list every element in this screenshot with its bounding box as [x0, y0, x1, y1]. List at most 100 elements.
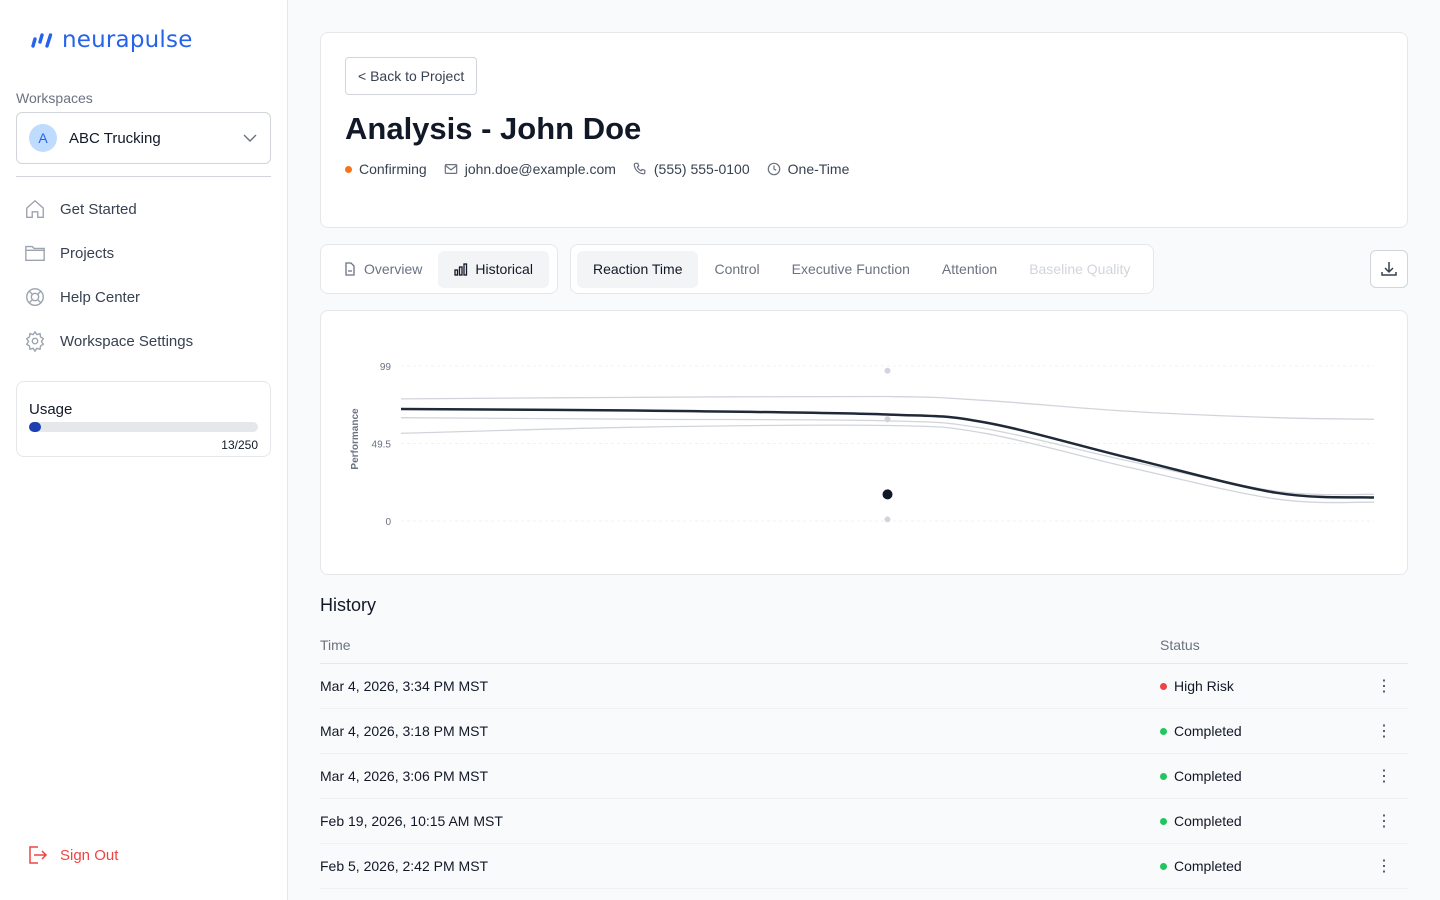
sidebar-item-get-started[interactable]: Get Started: [16, 187, 271, 231]
chart-series: [400, 395, 1375, 504]
column-time: Time: [320, 637, 351, 653]
phone-value: (555) 555-0100: [653, 161, 750, 177]
logo[interactable]: neurapulse: [30, 27, 193, 53]
data-point[interactable]: [884, 416, 891, 423]
status-label: Completed: [1174, 768, 1242, 784]
more-vertical-icon: ⋮: [1376, 678, 1392, 695]
usage-title: Usage: [29, 401, 73, 418]
page-title: Analysis - John Doe: [345, 111, 642, 146]
table-row[interactable]: Feb 19, 2026, 10:15 AM MST Completed ⋮: [320, 799, 1408, 844]
sidebar-item-projects[interactable]: Projects: [16, 231, 271, 275]
sidebar-item-label: Workspace Settings: [60, 332, 194, 350]
tab-overview[interactable]: Overview: [327, 251, 438, 288]
row-status: High Risk: [1160, 678, 1360, 694]
series-main: [400, 407, 1375, 499]
email: john.doe@example.com: [444, 161, 616, 177]
sidebar-nav: Get Started Projects Help Center Workspa…: [16, 187, 271, 363]
tab-executive-function[interactable]: Executive Function: [791, 261, 910, 277]
status-dot-icon: [1160, 817, 1167, 825]
more-vertical-icon: ⋮: [1376, 723, 1392, 740]
y-tick: 99: [380, 362, 392, 373]
view-tabs: Overview Historical: [320, 244, 558, 294]
row-time: Mar 4, 2026, 3:34 PM MST: [320, 678, 489, 694]
line-chart: 0 49.5 99 Performance: [350, 362, 1375, 528]
row-time: Mar 4, 2026, 3:06 PM MST: [320, 768, 489, 784]
data-point[interactable]: [884, 516, 891, 523]
table-row[interactable]: Mar 4, 2026, 3:06 PM MST Completed ⋮: [320, 754, 1408, 799]
metric-tabs: Reaction Time Control Executive Function…: [570, 244, 1154, 294]
sidebar-item-label: Get Started: [60, 200, 137, 218]
more-vertical-icon: ⋮: [1376, 813, 1392, 830]
table-header: Time Status: [320, 627, 1408, 664]
tab-attention[interactable]: Attention: [941, 261, 998, 277]
row-status: Completed: [1160, 768, 1360, 784]
row-menu-button[interactable]: ⋮: [1360, 856, 1408, 876]
sign-out-button[interactable]: Sign Out: [24, 843, 118, 867]
more-vertical-icon: ⋮: [1376, 858, 1392, 875]
y-tick: 0: [385, 517, 391, 528]
bar-chart-icon: [454, 263, 468, 276]
usage-progress-bar: [29, 422, 258, 432]
back-to-project-button[interactable]: < Back to Project: [345, 57, 478, 95]
table-row[interactable]: Mar 4, 2026, 3:34 PM MST High Risk ⋮: [320, 664, 1408, 709]
tab-historical[interactable]: Historical: [438, 250, 549, 288]
performance-chart: 0 49.5 99 Performance: [320, 310, 1408, 575]
lifebuoy-icon: [26, 288, 44, 306]
tab-baseline-quality: Baseline Quality: [1029, 261, 1131, 277]
series-band-upper: [400, 395, 1375, 420]
email-value: john.doe@example.com: [464, 161, 616, 177]
more-vertical-icon: ⋮: [1376, 768, 1392, 785]
tab-label: Overview: [364, 261, 423, 277]
data-point[interactable]: [882, 489, 893, 500]
history-title: History: [320, 595, 377, 615]
logo-mark-icon: [31, 33, 53, 48]
status-dot-icon: [1160, 682, 1167, 690]
status-label: Completed: [1174, 813, 1242, 829]
home-icon: [26, 199, 44, 218]
subject-meta: Confirming john.doe@example.com (555) 55…: [345, 161, 866, 177]
download-icon: [1381, 262, 1397, 276]
status-dot-icon: [1160, 862, 1167, 870]
data-point[interactable]: [884, 367, 891, 374]
logo-text: neurapulse: [62, 27, 193, 53]
sidebar-divider: [16, 176, 271, 177]
tab-label: Historical: [475, 261, 533, 277]
tab-reaction-time[interactable]: Reaction Time: [577, 250, 699, 288]
status-label: Completed: [1174, 858, 1242, 874]
y-axis-ticks: 0 49.5 99: [372, 362, 392, 528]
usage-progress-fill: [29, 422, 42, 432]
workspace-avatar: A: [29, 124, 57, 152]
sign-out-icon: [29, 846, 48, 864]
series-band-lower: [400, 424, 1375, 504]
workspace-name: ABC Trucking: [69, 129, 161, 147]
status-dot-icon: [1160, 727, 1167, 735]
status-badge: Confirming: [345, 161, 427, 177]
workspace-select[interactable]: A ABC Trucking: [16, 112, 271, 164]
sign-out-label: Sign Out: [60, 846, 119, 864]
history-table: Time Status Mar 4, 2026, 3:34 PM MST Hig…: [320, 627, 1408, 889]
tab-control[interactable]: Control: [714, 261, 760, 277]
sidebar-item-workspace-settings[interactable]: Workspace Settings: [16, 319, 271, 363]
row-menu-button[interactable]: ⋮: [1360, 766, 1408, 786]
sidebar-item-label: Projects: [60, 244, 115, 262]
chevron-down-icon: [243, 134, 257, 142]
table-row[interactable]: Feb 5, 2026, 2:42 PM MST Completed ⋮: [320, 844, 1408, 889]
chart-points[interactable]: [882, 367, 893, 523]
y-axis-label: Performance: [350, 408, 361, 470]
row-menu-button[interactable]: ⋮: [1360, 676, 1408, 696]
row-time: Mar 4, 2026, 3:18 PM MST: [320, 723, 489, 739]
status-dot-icon: [345, 165, 352, 173]
download-button[interactable]: [1370, 250, 1408, 288]
analysis-header: < Back to Project Analysis - John Doe Co…: [320, 32, 1408, 228]
folder-icon: [25, 245, 45, 262]
row-menu-button[interactable]: ⋮: [1360, 721, 1408, 741]
status-label: Completed: [1174, 723, 1242, 739]
status-label: High Risk: [1174, 678, 1234, 694]
sidebar-item-help-center[interactable]: Help Center: [16, 275, 271, 319]
usage-count: 13/250: [221, 438, 258, 452]
row-menu-button[interactable]: ⋮: [1360, 811, 1408, 831]
gear-icon: [25, 330, 45, 352]
table-row[interactable]: Mar 4, 2026, 3:18 PM MST Completed ⋮: [320, 709, 1408, 754]
row-time: Feb 5, 2026, 2:42 PM MST: [320, 858, 489, 874]
document-icon: [345, 262, 355, 276]
